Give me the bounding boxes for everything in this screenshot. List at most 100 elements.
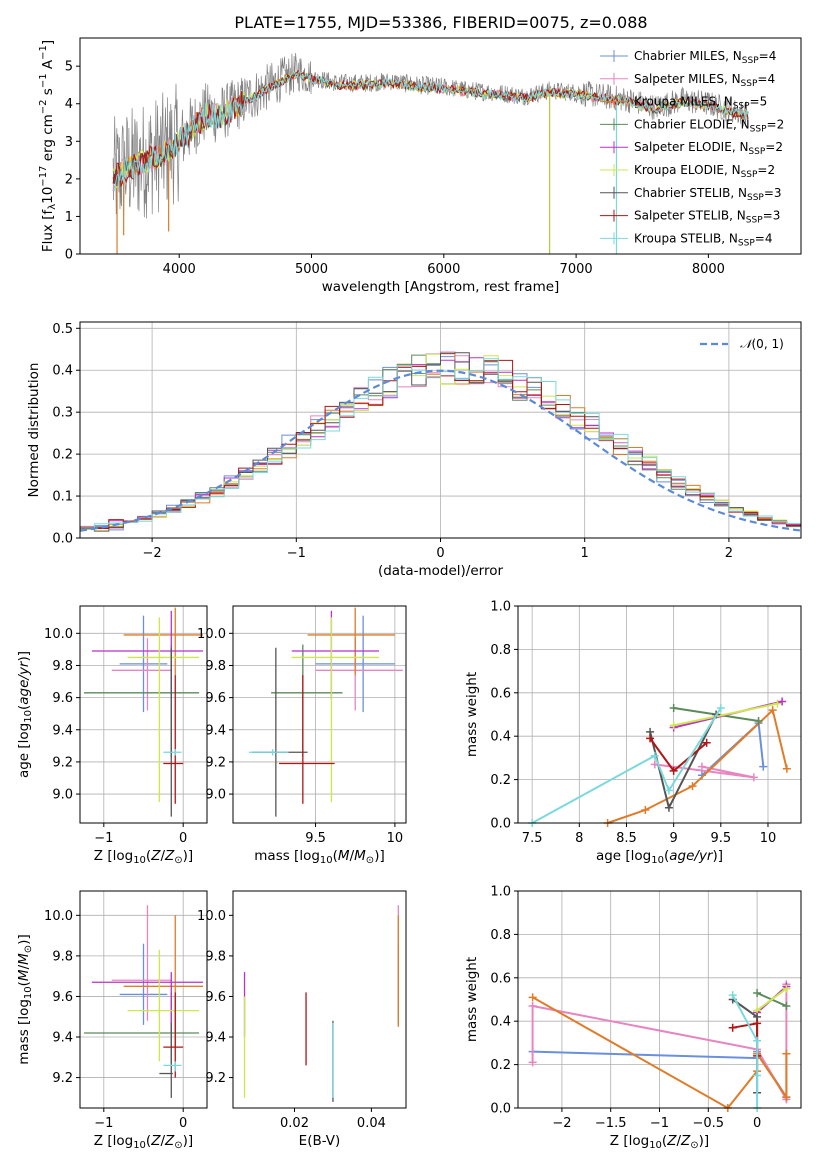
y-tick-label: 10.0 xyxy=(197,909,226,924)
y-tick-label: 0.3 xyxy=(52,406,73,421)
ebv_mass-panel: 0.02 0.04 9.2 9.4 9.6 9.8 10.0 E(B-V) xyxy=(197,890,407,1149)
y-axis-label: Normed distribution xyxy=(26,363,42,498)
weight-marker-kroupa_stelib xyxy=(716,703,725,712)
legend-label-salpeter_stelib: Salpeter STELIB, NSSP=3 xyxy=(634,209,780,226)
legend-label-kroupa_elodie: Kroupa ELODIE, NSSP=2 xyxy=(634,163,775,180)
x-tick-label: 8.5 xyxy=(616,831,637,846)
weight-line-kroupa_elodie xyxy=(673,702,778,727)
x-tick-label: 7.5 xyxy=(522,831,543,846)
x-axis-label: Z [log10(Z/Z⊙)] xyxy=(94,1133,193,1151)
weight-line-chabrier_stelib xyxy=(649,714,717,811)
weight-marker-kroupa_stelib xyxy=(753,1036,762,1045)
x-axis-label: (data-model)/error xyxy=(378,563,504,579)
x-tick-label: 8000 xyxy=(692,262,725,277)
y-tick-label: 9.8 xyxy=(52,659,73,674)
weight-marker-salpeter_miles xyxy=(528,1002,537,1011)
x-tick-label: 0.02 xyxy=(280,1116,309,1131)
z_mass-panel: −1 0 9.2 9.4 9.6 9.8 10.0 Z [log10(Z/Z⊙)] mass [… xyxy=(16,890,208,1151)
weight-marker-kroupa_stelib xyxy=(664,786,673,795)
weight-marker-kroupa_miles xyxy=(782,764,791,773)
legend-label-normal: 𝒩(0, 1) xyxy=(740,337,784,351)
y-tick-label: 1.0 xyxy=(490,885,511,900)
x-tick-label: 1 xyxy=(581,546,589,561)
plot-frame xyxy=(79,605,208,824)
weight-marker-kroupa_elodie xyxy=(782,984,791,993)
weight-marker-kroupa_stelib xyxy=(753,1071,762,1080)
y-tick-label: 2 xyxy=(65,172,73,187)
y-tick-label: 0.6 xyxy=(490,686,511,701)
weight-marker-salpeter_stelib xyxy=(702,738,711,747)
y-tick-label: 0.4 xyxy=(52,364,73,379)
legend-label-chabrier_elodie: Chabrier ELODIE, NSSP=2 xyxy=(634,117,784,134)
y-tick-label: 3 xyxy=(65,135,73,150)
legend-label-chabrier_stelib: Chabrier STELIB, NSSP=3 xyxy=(634,186,782,203)
y-tick-label: 9.0 xyxy=(205,788,226,803)
y-axis-label: Flux [fλ10−17 erg cm−2 s−1 A−1] xyxy=(38,40,58,252)
weight-marker-salpeter_miles xyxy=(528,1058,537,1067)
mass_age-panel: 9.5 10 9.0 9.2 9.4 9.6 9.8 10.0 mass [log10(M/M⊙… xyxy=(197,605,407,866)
x-axis-label: Z [log10(Z/Z⊙)] xyxy=(94,848,193,866)
plot-frame xyxy=(517,605,802,824)
weight-marker-kroupa_miles xyxy=(768,706,777,715)
y-tick-label: 9.2 xyxy=(52,755,73,770)
normal-reference-curve xyxy=(79,369,802,532)
x-tick-label: 0 xyxy=(436,546,444,561)
weight-marker-kroupa_stelib xyxy=(650,751,659,760)
y-tick-label: 9.6 xyxy=(205,990,226,1005)
y-tick-label: 9.4 xyxy=(52,723,73,738)
weight-line-kroupa_elodie xyxy=(756,987,787,1012)
y-tick-label: 5 xyxy=(65,60,73,75)
x-tick-label: 10 xyxy=(387,831,404,846)
x-tick-label: 9.5 xyxy=(305,831,326,846)
residuals-panel: −2 −1 0 1 2 0.0 0.1 0.2 0.3 0.4 0.5 (data-model)/er… xyxy=(26,321,802,579)
y-tick-label: 9.6 xyxy=(52,691,73,706)
weight-marker-kroupa_elodie xyxy=(773,699,782,708)
weight-line-kroupa_stelib xyxy=(731,994,759,1108)
legend-label-chabrier_miles: Chabrier MILES, NSSP=4 xyxy=(634,49,776,66)
y-tick-label: 9.8 xyxy=(205,659,226,674)
y-tick-label: 9.2 xyxy=(52,1071,73,1086)
weight-marker-kroupa_stelib xyxy=(728,991,737,1000)
x-axis-label: Z [log10(Z/Z⊙)] xyxy=(610,1133,709,1151)
y-tick-label: 0.8 xyxy=(490,928,511,943)
y-tick-label: 9.6 xyxy=(52,990,73,1005)
x-axis-label: wavelength [Angstrom, rest frame] xyxy=(322,279,560,295)
y-axis-label: age [log10(age/yr)] xyxy=(16,651,34,778)
plot-frame xyxy=(517,890,802,1109)
x-axis-label: mass [log10(M/M⊙)] xyxy=(254,848,384,866)
y-tick-label: 0.8 xyxy=(490,643,511,658)
weight-marker-salpeter_stelib xyxy=(728,1023,737,1032)
x-tick-label: −2 xyxy=(143,546,162,561)
weight-marker-chabrier_elodie xyxy=(753,988,762,997)
y-tick-label: 0 xyxy=(65,248,73,263)
x-tick-label: 10 xyxy=(760,831,777,846)
x-tick-label: −0.5 xyxy=(693,1116,725,1131)
x-tick-label: −2 xyxy=(552,1116,571,1131)
weight-marker-chabrier_elodie xyxy=(782,1002,791,1011)
weight-marker-chabrier_stelib xyxy=(664,803,673,812)
y-tick-label: 0.1 xyxy=(52,490,73,505)
x-tick-label: 9.5 xyxy=(710,831,731,846)
weight-marker-kroupa_miles xyxy=(641,805,650,814)
y-tick-label: 9.2 xyxy=(205,755,226,770)
weight-marker-kroupa_miles xyxy=(782,1049,791,1058)
x-tick-label: −1 xyxy=(287,546,306,561)
y-tick-label: 9.4 xyxy=(205,723,226,738)
weight-marker-kroupa_elodie xyxy=(669,721,678,730)
y-tick-label: 9.4 xyxy=(52,1031,73,1046)
plot-frame xyxy=(232,890,407,1109)
y-tick-label: 4 xyxy=(65,97,73,112)
y-tick-label: 9.8 xyxy=(52,949,73,964)
y-tick-label: 1 xyxy=(65,210,73,225)
y-tick-label: 0.2 xyxy=(490,773,511,788)
y-tick-label: 9.6 xyxy=(205,691,226,706)
weight-marker-kroupa_miles xyxy=(782,1093,791,1102)
figure-title: PLATE=1755, MJD=53386, FIBERID=0075, z=0… xyxy=(234,13,647,32)
plot-frame xyxy=(79,321,802,539)
y-tick-label: 1.0 xyxy=(490,600,511,615)
x-tick-label: 6000 xyxy=(427,262,460,277)
y-tick-label: 10.0 xyxy=(197,627,226,642)
x-axis-label: age [log10(age/yr)] xyxy=(596,848,723,866)
x-tick-label: 0.04 xyxy=(357,1116,386,1131)
y-tick-label: 9.2 xyxy=(205,1071,226,1086)
